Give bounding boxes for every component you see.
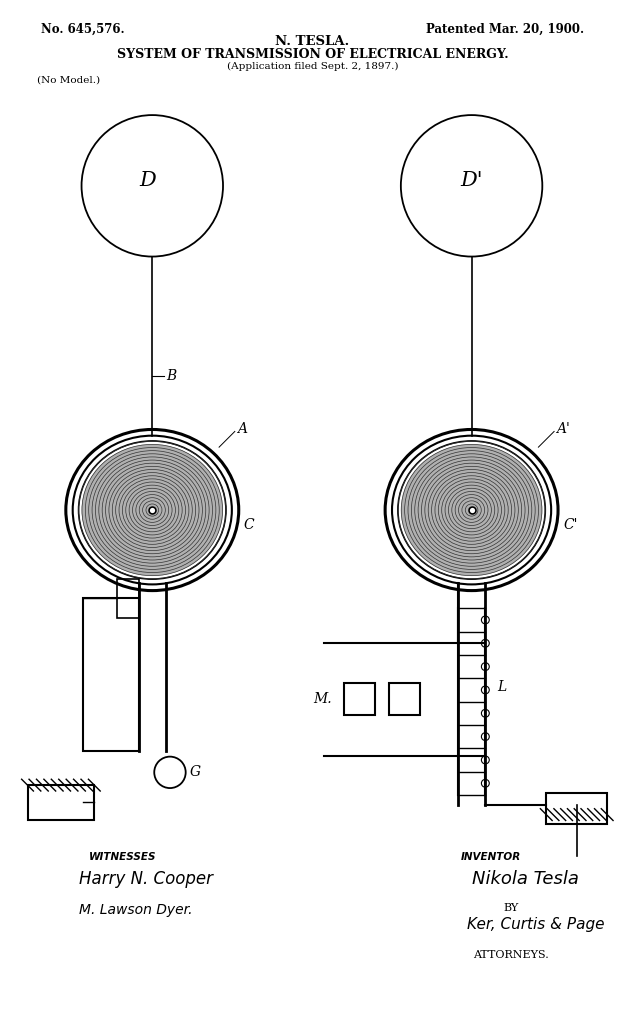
Text: No. 645,576.: No. 645,576. (41, 23, 125, 36)
Text: (Application filed Sept. 2, 1897.): (Application filed Sept. 2, 1897.) (227, 62, 398, 71)
Ellipse shape (401, 444, 542, 575)
Text: M.: M. (313, 692, 332, 707)
Text: A': A' (556, 423, 570, 436)
Text: INVENTOR: INVENTOR (461, 852, 521, 862)
Text: L: L (497, 680, 506, 694)
Text: D: D (139, 171, 155, 190)
Bar (83, 598, 138, 751)
Bar (344, 683, 375, 715)
Ellipse shape (82, 444, 223, 575)
Text: C: C (243, 518, 254, 531)
Text: B: B (166, 369, 176, 383)
Bar (117, 579, 138, 618)
Text: D': D' (461, 171, 483, 190)
Text: SYSTEM OF TRANSMISSION OF ELECTRICAL ENERGY.: SYSTEM OF TRANSMISSION OF ELECTRICAL ENE… (117, 48, 508, 61)
Text: N. TESLA.: N. TESLA. (275, 35, 350, 47)
Text: Patented Mar. 20, 1900.: Patented Mar. 20, 1900. (426, 23, 585, 36)
Text: M. Lawson Dyer.: M. Lawson Dyer. (78, 903, 192, 918)
Text: Harry N. Cooper: Harry N. Cooper (78, 869, 213, 888)
Bar (27, 785, 94, 819)
Text: BY: BY (503, 903, 519, 913)
Text: (No Model.): (No Model.) (38, 76, 101, 85)
Text: A: A (237, 423, 247, 436)
Text: Ker, Curtis & Page: Ker, Curtis & Page (467, 916, 604, 932)
Bar (547, 793, 607, 824)
Text: Nikola Tesla: Nikola Tesla (471, 869, 578, 888)
Text: C': C' (563, 518, 578, 531)
Text: ATTORNEYS.: ATTORNEYS. (473, 950, 548, 961)
Text: WITNESSES: WITNESSES (89, 852, 156, 862)
Text: G: G (190, 765, 201, 779)
Bar (389, 683, 420, 715)
